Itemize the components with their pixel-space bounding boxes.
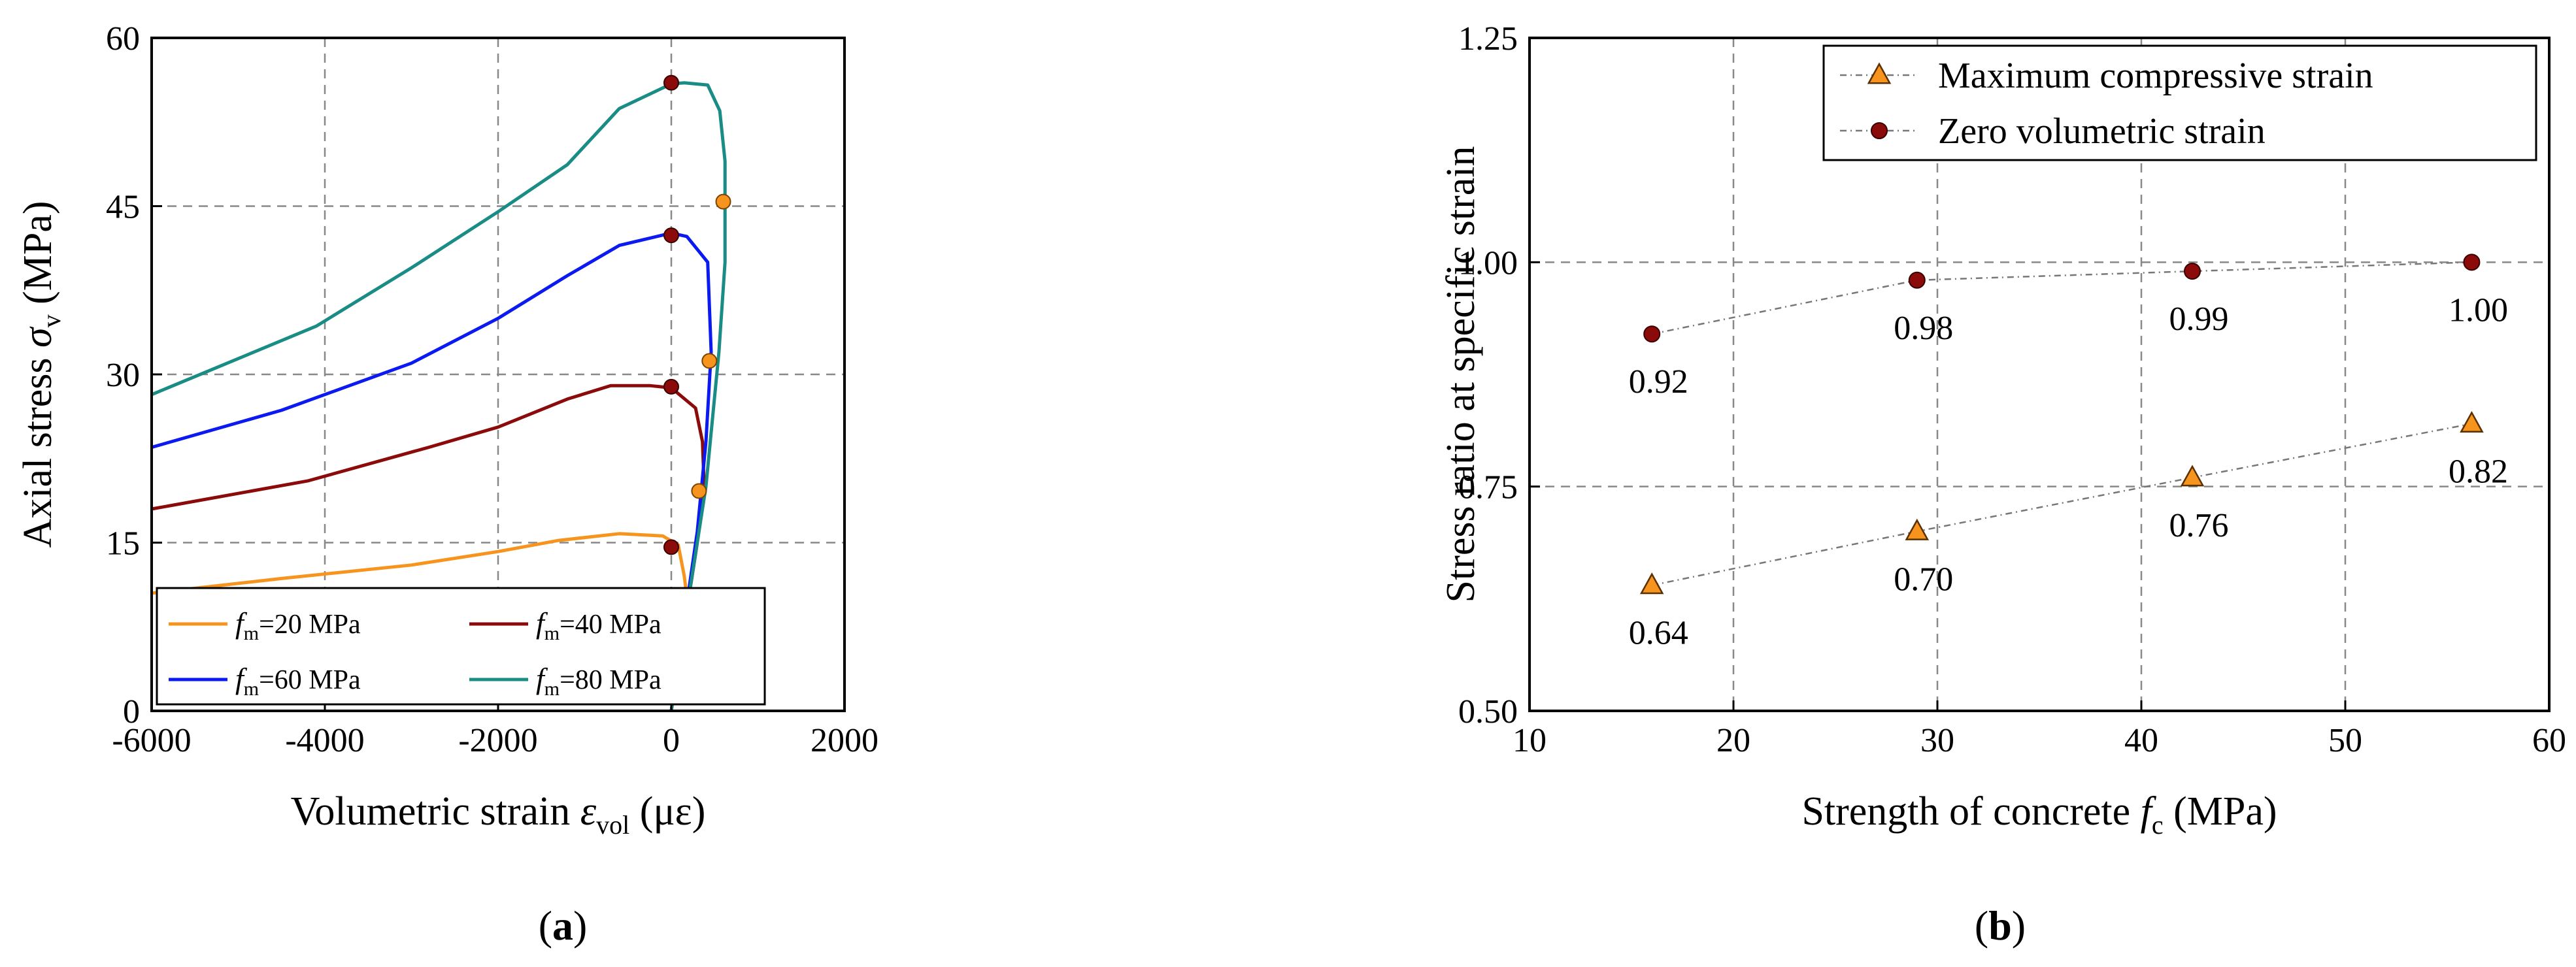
chart-a-ylabel: Axial stress σv (MPa) [16, 201, 66, 548]
chart-b-xlabel: Strength of concrete fc (MPa) [1801, 789, 2277, 840]
chart-a-ytick-label: 45 [106, 189, 140, 226]
chart-b-trend-line [1651, 423, 2472, 586]
chart-b-zero-volumetric-point [2184, 263, 2201, 280]
chart-b-max-compressive-point [2180, 465, 2205, 487]
chart-b-zero-volumetric-point [2463, 254, 2481, 271]
chart-b-data-label: 0.99 [2169, 301, 2229, 338]
chart-a: -6000 -4000 -2000 0 2000 0 15 30 45 60 fm=20 MPa f… [16, 20, 878, 949]
chart-b-legend-circle [1871, 122, 1888, 139]
chart-b-series: 0.64 0.70 0.76 0.82 0.92 0.98 0.99 1.00 [1629, 254, 2508, 652]
chart-b-xtick-label: 60 [2532, 722, 2566, 759]
chart-b-data-label: 0.92 [1629, 363, 1688, 401]
chart-b-trend-line [1651, 261, 2472, 335]
chart-a-ytick-label: 15 [106, 525, 140, 563]
chart-b-data-label: 0.82 [2449, 453, 2508, 491]
chart-b-data-label: 0.70 [1894, 561, 1953, 598]
chart-b-xtick-label: 10 [1513, 722, 1547, 759]
chart-b-ytick-label: 0.50 [1458, 693, 1518, 730]
chart-b-ytick-label: 1.25 [1458, 20, 1518, 57]
chart-b-zero-volumetric-point [1908, 271, 1926, 289]
chart-a-zero-volumetric-marker [663, 539, 679, 555]
chart-b-caption: (b) [1975, 902, 2026, 949]
chart-b-legend-label: Maximum compressive strain [1938, 56, 2373, 96]
chart-a-legend-box [156, 587, 766, 706]
chart-a-legend-label: fm=20 MPa [235, 606, 361, 644]
chart-a-xtick-label: 0 [663, 722, 680, 759]
chart-b-data-label: 0.76 [2169, 507, 2229, 544]
chart-a-xtick-label: -2000 [458, 722, 537, 759]
chart-b-ytick-label: 1.00 [1458, 244, 1518, 282]
chart-a-ytick-label: 0 [123, 693, 140, 730]
chart-b-max-compressive-point [2460, 410, 2484, 433]
chart-b-legend: Maximum compressive strain Zero volumetri… [1822, 44, 2537, 161]
chart-b-ytick-label: 0.75 [1458, 469, 1518, 506]
chart-a-xtick-label: 2000 [811, 722, 878, 759]
chart-a-zero-volumetric-marker [663, 227, 679, 244]
chart-a-xlabel: Volumetric strain εvol (με) [291, 789, 706, 840]
chart-b: 0.64 0.70 0.76 0.82 0.92 0.98 0.99 1.00 10 20 30 4… [1439, 20, 2566, 949]
chart-a-caption: (a) [539, 902, 588, 949]
chart-b-max-compressive-point [1639, 572, 1664, 595]
chart-b-xtick-label: 50 [2328, 722, 2362, 759]
chart-b-legend-box [1822, 44, 2537, 161]
chart-b-legend-label: Zero volumetric strain [1938, 111, 2266, 152]
chart-a-ytick-label: 30 [106, 357, 140, 394]
chart-b-data-label: 0.64 [1629, 615, 1688, 652]
chart-a-max-compressive-marker [701, 353, 718, 369]
chart-a-xtick-label: -4000 [285, 722, 364, 759]
chart-b-xtick-label: 40 [2124, 722, 2158, 759]
chart-b-ylabel: Stress ratio at specific strain [1439, 146, 1483, 602]
chart-b-xtick-label: 20 [1716, 722, 1750, 759]
chart-a-grid [152, 38, 845, 711]
chart-a-max-compressive-marker [715, 193, 731, 210]
chart-a-xtick-label: -6000 [112, 722, 191, 759]
chart-a-legend-label: fm=40 MPa [536, 606, 661, 644]
chart-a-ytick-label: 60 [106, 20, 140, 57]
chart-a-zero-volumetric-marker [663, 74, 679, 91]
chart-b-data-label: 1.00 [2449, 291, 2508, 329]
chart-a-series-line [151, 81, 727, 712]
chart-b-legend-triangle [1867, 62, 1892, 84]
chart-b-zero-volumetric-point [1643, 325, 1661, 343]
chart-b-xtick-label: 30 [1920, 722, 1954, 759]
chart-b-max-compressive-point [1905, 518, 1930, 540]
chart-b-data-label: 0.98 [1894, 310, 1953, 347]
chart-b-ticks: 10 20 30 40 50 60 0.50 0.75 1.00 1.25 [1458, 20, 2566, 759]
chart-a-max-compressive-marker [691, 483, 707, 499]
chart-a-legend-label: fm=60 MPa [235, 662, 361, 700]
chart-b-frame [1528, 37, 2551, 712]
chart-a-ticks: -6000 -4000 -2000 0 2000 0 15 30 45 60 [106, 20, 878, 759]
chart-a-zero-volumetric-marker [663, 378, 679, 395]
